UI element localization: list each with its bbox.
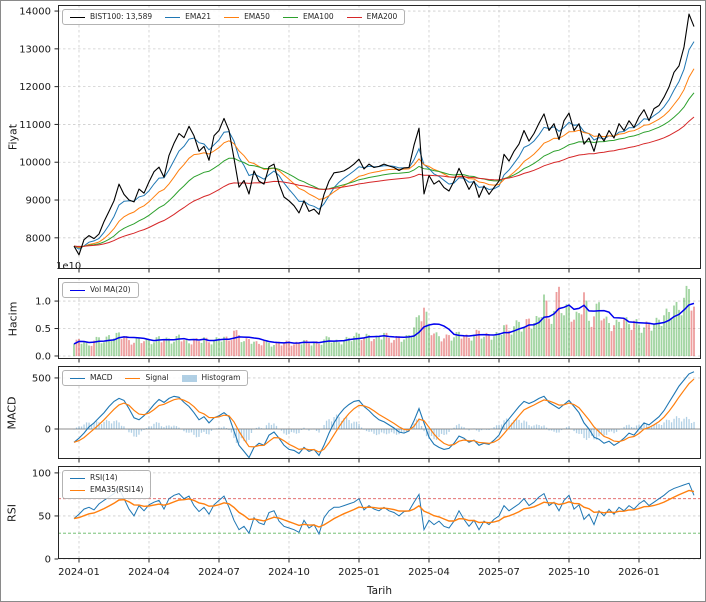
legend-swatch-icon — [70, 17, 85, 18]
y-tick-label: 500 — [32, 373, 51, 384]
y-tick-label: 0.0 — [35, 351, 51, 362]
legend-swatch-icon — [125, 378, 140, 379]
legend-label: EMA50 — [244, 13, 270, 21]
volume-bars — [73, 286, 695, 356]
legend-swatch-icon — [70, 478, 85, 479]
rsi-ema-line — [74, 491, 694, 528]
x-tick-label: 2025-01 — [338, 567, 380, 578]
x-tick-label: 2025-10 — [548, 567, 590, 578]
y-tick-label: 8000 — [26, 233, 51, 244]
volume-ylabel: Hacim — [7, 302, 20, 337]
y-tick-label: 0 — [45, 555, 51, 566]
x-tick-label: 2024-07 — [198, 567, 240, 578]
legend-swatch-icon — [182, 375, 197, 382]
price-series — [74, 14, 694, 255]
y-tick-label: 11000 — [19, 120, 51, 131]
legend-swatch-icon — [224, 17, 239, 18]
rsi-chart: 0501002024-012024-042024-072024-102025-0… — [58, 466, 701, 559]
legend-swatch-icon — [283, 17, 298, 18]
legend-item-ema200: EMA200 — [347, 13, 398, 21]
legend-label: RSI(14) — [90, 474, 118, 482]
x-tick-label: 2025-07 — [478, 567, 520, 578]
x-axis-label: Tarih — [58, 585, 701, 597]
x-tick-label: 2025-04 — [408, 567, 450, 578]
legend-label: EMA200 — [367, 13, 398, 21]
legend-swatch-icon — [70, 378, 85, 379]
y-tick-label: 0.5 — [35, 324, 51, 335]
axis-ticks: 8000 9000 10000 11000 12000 13000 14000 — [19, 7, 639, 273]
legend-label: Signal — [145, 374, 168, 382]
price-chart: 800090001000011000120001300014000 — [58, 5, 701, 269]
legend-item-ema50: EMA50 — [224, 13, 270, 21]
y-tick-label: 1.0 — [35, 297, 51, 308]
legend-item-bist100-13-589: BIST100: 13,589 — [70, 13, 152, 21]
legend-swatch-icon — [70, 490, 85, 491]
y-tick-label: 12000 — [19, 82, 51, 93]
legend-swatch-icon — [347, 17, 362, 18]
rsi-ylabel: RSI — [6, 504, 19, 522]
legend-item-rsi-14: RSI(14) — [70, 474, 118, 482]
y-tick-label: 100 — [32, 468, 51, 479]
volume-chart: 0.00.51.0 — [58, 278, 701, 359]
legend-swatch-icon — [165, 17, 180, 18]
legend-label: Vol MA(20) — [90, 286, 131, 294]
legend-item-histogram: Histogram — [182, 374, 241, 382]
y-tick-label: 13000 — [19, 44, 51, 55]
x-tick-label: 2024-04 — [128, 567, 170, 578]
legend-item-ema100: EMA100 — [283, 13, 334, 21]
legend-item-vol-ma-20: Vol MA(20) — [70, 286, 131, 294]
macd-ylabel: MACD — [6, 397, 19, 430]
legend-label: EMA35(RSI14) — [90, 486, 143, 494]
legend-swatch-icon — [70, 290, 85, 291]
legend-label: EMA21 — [185, 13, 211, 21]
price-legend: BIST100: 13,589 EMA21 EMA50 EMA100 EMA200 — [62, 9, 405, 25]
legend-label: MACD — [90, 374, 112, 382]
macd-legend: MACD Signal Histogram — [62, 370, 248, 386]
y-tick-label: 14000 — [19, 7, 51, 18]
ema21-line — [74, 42, 694, 250]
x-tick-labels: 2024-01 2024-04 2024-07 2024-10 2025-01 2025-… — [58, 567, 660, 578]
y-tick-label: 10000 — [19, 158, 51, 169]
ema50-line — [74, 69, 694, 248]
volume-legend: Vol MA(20) — [62, 282, 139, 298]
legend-item-ema35-rsi14: EMA35(RSI14) — [70, 486, 143, 494]
y-tick-label: 50 — [38, 511, 51, 522]
legend-label: EMA100 — [303, 13, 334, 21]
legend-item-signal: Signal — [125, 374, 168, 382]
legend-label: Histogram — [202, 374, 241, 382]
x-tick-label: 2024-10 — [268, 567, 310, 578]
x-tick-label: 2026-01 — [618, 567, 660, 578]
y-tick-label: 9000 — [26, 196, 51, 207]
price-ylabel: Fiyat — [7, 124, 20, 150]
legend-item-ema21: EMA21 — [165, 13, 211, 21]
legend-label: BIST100: 13,589 — [90, 13, 152, 21]
axis-ticks: 0 500 — [32, 373, 639, 462]
rsi-legend: RSI(14) EMA35(RSI14) — [62, 470, 151, 499]
legend-item-macd: MACD — [70, 374, 112, 382]
y-tick-label: 0 — [45, 424, 51, 435]
x-tick-label: 2024-01 — [58, 567, 100, 578]
figure: Fiyat Hacim MACD RSI 1e10 80009000100001… — [0, 0, 706, 602]
